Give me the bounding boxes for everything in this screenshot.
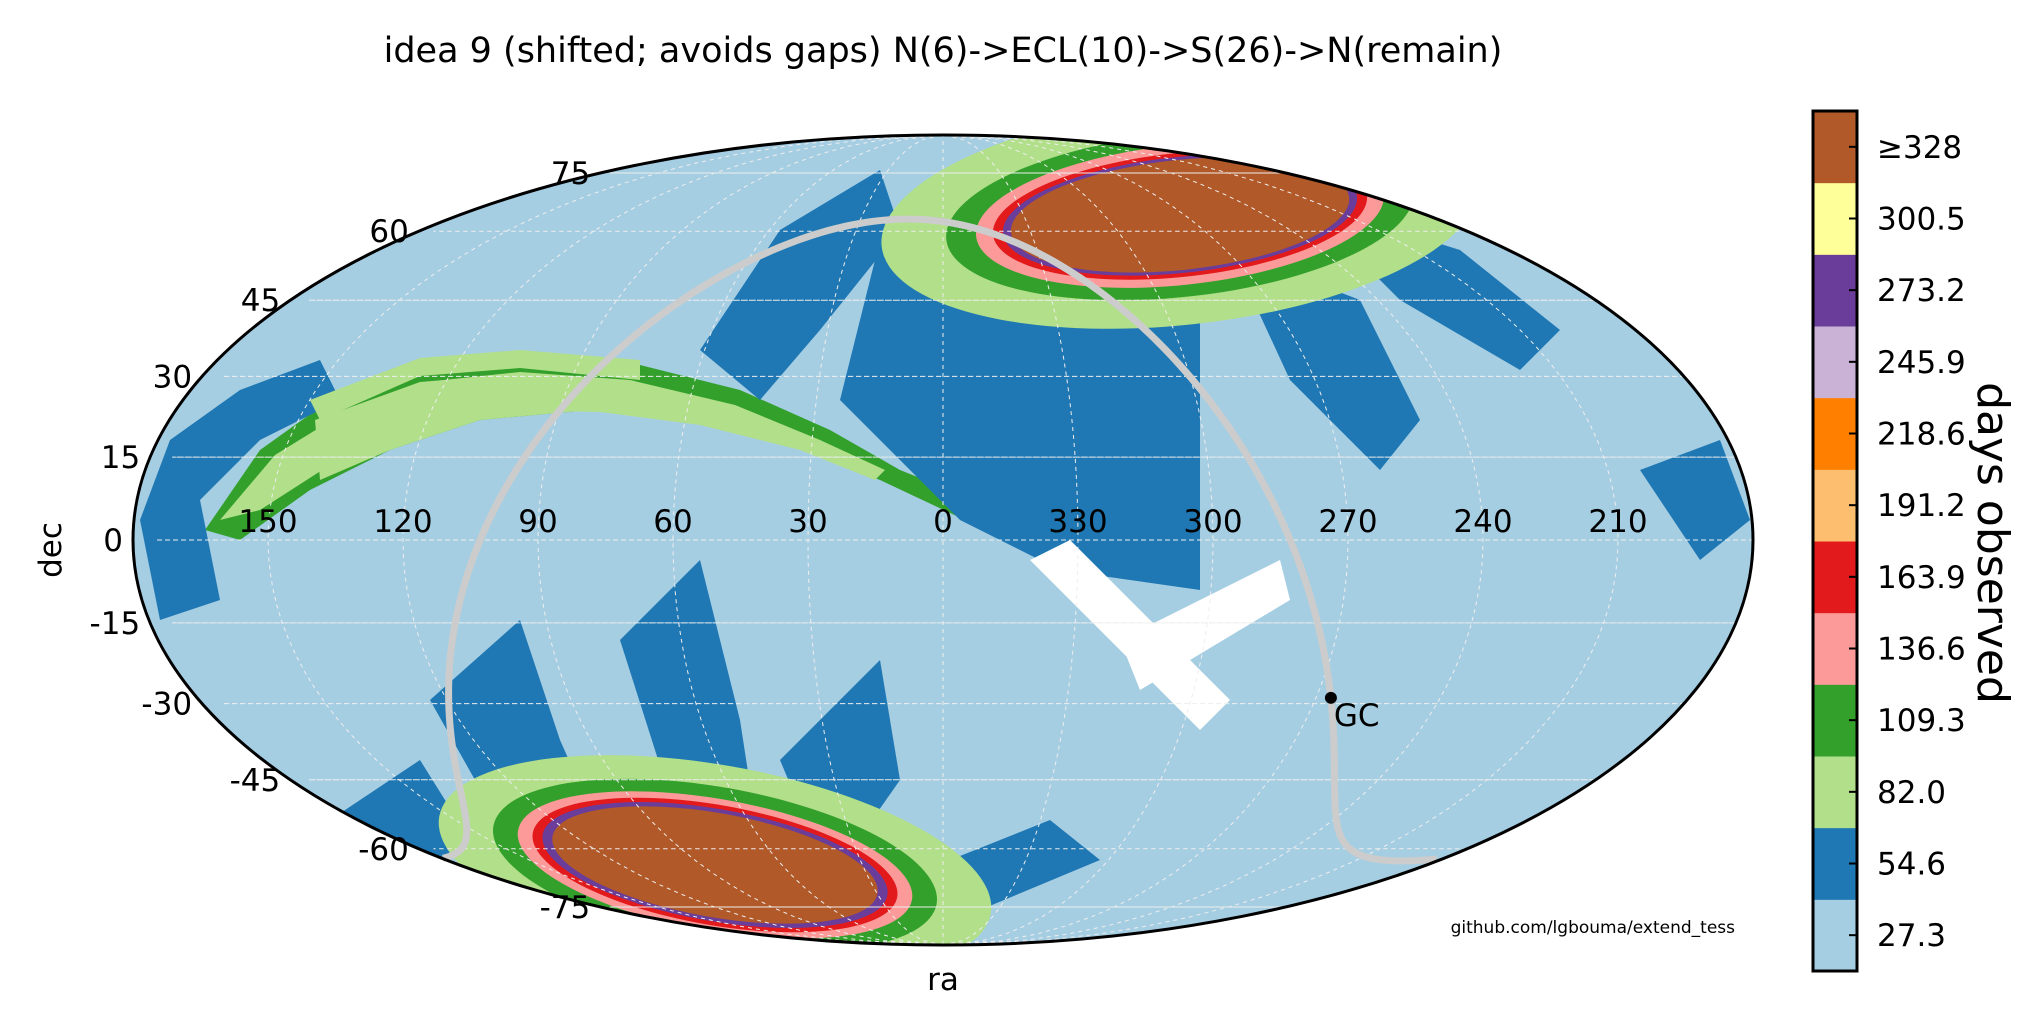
colorbar-tick-label: 300.5 (1877, 202, 1966, 238)
ra-tick-labels: 150 120 90 60 30 0 330 300 270 240 210 (238, 504, 1647, 540)
ra-tick-label: 240 (1453, 504, 1512, 540)
ra-tick-label: 30 (788, 504, 827, 540)
dec-tick-label: 60 (369, 214, 408, 250)
dec-tick-label: 0 (103, 523, 123, 559)
grid-line-ra (402, 135, 944, 945)
ra-tick-label: 270 (1318, 504, 1377, 540)
dec-tick-label: -15 (90, 606, 141, 642)
dec-tick-label: 15 (101, 440, 140, 476)
grid-line-ra (672, 135, 944, 945)
s-ring-6 (552, 806, 878, 924)
grid-lines (155, 135, 1753, 945)
watermark-text: github.com/lgbouma/extend_tess (1451, 918, 1736, 938)
colorbar-tick-label: 245.9 (1877, 345, 1966, 381)
y-axis-label: dec (33, 522, 69, 578)
ra-tick-label: 120 (373, 504, 432, 540)
grid-line-ra (942, 135, 1619, 945)
dec-tick-label: 45 (241, 283, 280, 319)
colorbar-tick-label: ≥328 (1877, 130, 1962, 166)
ra-tick-label: 60 (653, 504, 692, 540)
colorbar-tick-label: 163.9 (1877, 560, 1966, 596)
grid-line-ra (807, 135, 944, 945)
dec-tick-label: -30 (141, 687, 192, 723)
colorbar-label: days observed (1967, 382, 2018, 704)
dec-tick-label: -45 (230, 763, 281, 799)
x-axis-label: ra (927, 962, 959, 998)
colorbar-tick-label: 109.3 (1877, 703, 1966, 739)
ra-tick-label: 300 (1183, 504, 1242, 540)
galactic-center-label: GC (1334, 698, 1380, 734)
north-fan-e (1640, 440, 1750, 560)
ra-tick-label: 0 (933, 504, 953, 540)
colorbar-tick-label: 54.6 (1877, 847, 1946, 883)
ra-tick-label: 330 (1048, 504, 1107, 540)
chart-title: idea 9 (shifted; avoids gaps) N(6)->ECL(… (384, 31, 1503, 71)
galactic-plane-curve (442, 215, 1438, 865)
colorbar-tick-label: 82.0 (1877, 775, 1946, 811)
ecliptic-overlay (310, 350, 640, 420)
grid-line-ra (942, 135, 1484, 945)
grid-line-ra (942, 135, 1349, 945)
grid-line-ra (942, 135, 1079, 945)
ra-tick-label: 90 (518, 504, 557, 540)
dec-tick-label: 30 (153, 359, 192, 395)
colorbar-tick-label: 218.6 (1877, 417, 1966, 453)
west-pale (315, 374, 700, 480)
colorbar-tick-label: 136.6 (1877, 632, 1966, 668)
south-fan-d (330, 760, 470, 880)
colorbar: 27.3 54.6 82.0 109.3 136.6 163.9 191.2 218.6 245… (1811, 109, 1966, 973)
dec-tick-label: 75 (551, 156, 590, 192)
galactic-center-marker (1324, 691, 1337, 704)
colorbar-frame (1811, 109, 1859, 973)
dec-tick-label: -60 (358, 832, 409, 868)
n-ring-6 (1010, 157, 1350, 273)
grid-line-ra (267, 135, 944, 945)
west-band (140, 360, 340, 620)
colorbar-tick-label: 191.2 (1877, 488, 1966, 524)
map-outline (131, 133, 1755, 947)
ra-tick-label: 210 (1588, 504, 1647, 540)
colorbar-tick-label: 273.2 (1877, 273, 1966, 309)
grid-line-ra (537, 135, 944, 945)
gap-b (1120, 560, 1290, 690)
colorbar-tick-label: 27.3 (1877, 918, 1946, 954)
ra-tick-label: 150 (238, 504, 297, 540)
grid-line-ra (942, 135, 1214, 945)
dec-tick-label: -75 (540, 890, 591, 926)
